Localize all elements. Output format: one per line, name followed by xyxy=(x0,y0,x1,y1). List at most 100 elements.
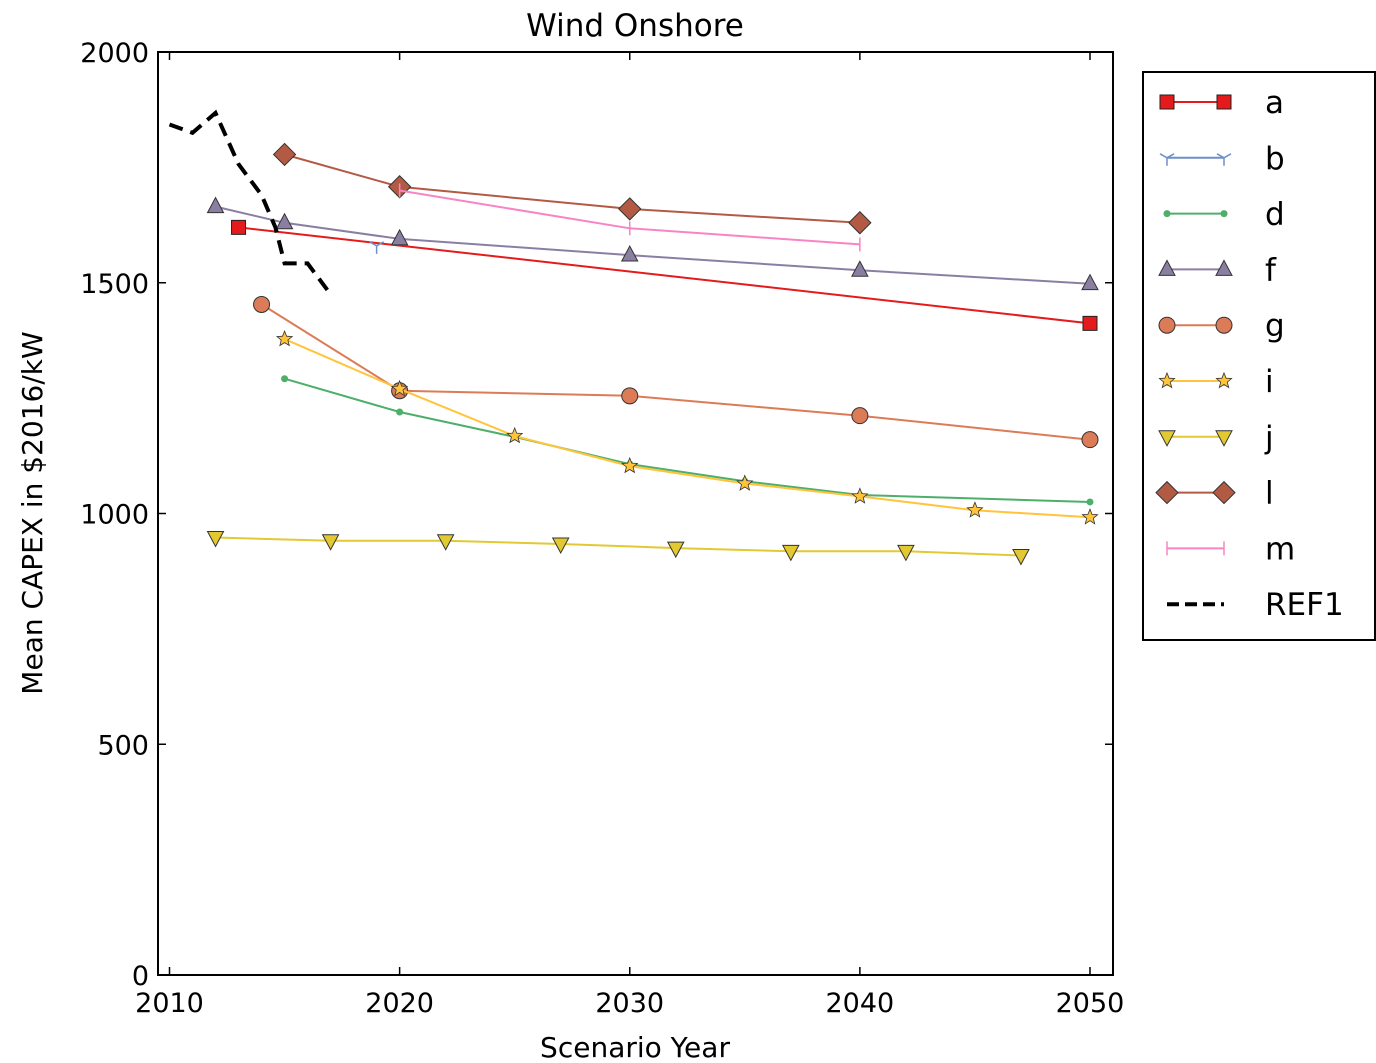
series-line xyxy=(284,377,1091,503)
y-axis-label: Mean CAPEX in $2016/kW xyxy=(16,331,49,694)
data-point xyxy=(206,196,225,214)
legend-item-a: a xyxy=(1159,85,1284,121)
data-point xyxy=(781,544,800,562)
data-point xyxy=(1086,498,1094,506)
data-point xyxy=(618,197,642,221)
series-line xyxy=(168,109,333,296)
series-line xyxy=(284,338,1091,519)
data-point xyxy=(666,541,685,559)
legend-label: a xyxy=(1265,85,1284,121)
legend-label: g xyxy=(1265,308,1285,344)
data-point xyxy=(369,241,384,254)
data-point xyxy=(621,456,639,474)
data-point xyxy=(1081,273,1099,291)
legend-frame xyxy=(1142,71,1376,641)
series-j xyxy=(206,530,1030,566)
axis-ticks: 2010 2020 2030 2040 2050 0 500 1000 1500 2000 xyxy=(80,38,1124,1019)
series-f xyxy=(206,196,1099,291)
data-point xyxy=(1158,371,1176,389)
data-point xyxy=(1159,94,1175,110)
data-point xyxy=(897,544,915,562)
data-point xyxy=(851,487,869,504)
data-point xyxy=(1082,315,1098,331)
data-point xyxy=(272,142,297,167)
data-point xyxy=(1158,259,1176,276)
x-tick-label: 2020 xyxy=(365,988,434,1019)
series-l xyxy=(272,142,872,235)
legend-item-f: f xyxy=(1158,252,1277,288)
x-tick-label: 2040 xyxy=(826,988,895,1019)
y-tick-label: 2000 xyxy=(80,38,149,69)
y-tick-label: 0 xyxy=(132,961,149,992)
data-point xyxy=(1081,508,1099,525)
data-point xyxy=(390,228,409,246)
series-line xyxy=(284,153,860,224)
x-tick-label: 2050 xyxy=(1056,988,1125,1019)
series-g xyxy=(253,295,1099,449)
y-tick-label: 1000 xyxy=(80,500,149,531)
legend-label: b xyxy=(1265,141,1285,177)
data-point xyxy=(321,534,340,551)
data-point xyxy=(1215,371,1233,389)
plot-frame xyxy=(157,51,1114,976)
legend-label: j xyxy=(1264,420,1274,456)
data-point xyxy=(390,379,409,397)
legend-label: f xyxy=(1265,252,1277,288)
data-point xyxy=(1215,430,1233,447)
series-a xyxy=(231,219,1098,331)
series-line xyxy=(261,303,1091,441)
data-point xyxy=(253,295,271,313)
series-REF1 xyxy=(168,109,333,296)
data-point xyxy=(281,375,289,383)
data-point xyxy=(1081,431,1099,449)
legend-item-b: b xyxy=(1159,141,1285,177)
data-point xyxy=(1012,548,1030,566)
data-point xyxy=(206,530,225,548)
data-point xyxy=(1155,480,1179,505)
data-point xyxy=(1220,210,1228,218)
legend-label: m xyxy=(1265,531,1295,567)
legend-item-l: l xyxy=(1155,476,1274,512)
legend-label: l xyxy=(1265,476,1274,512)
data-point xyxy=(620,244,639,262)
legend-label: d xyxy=(1265,197,1285,233)
data-point xyxy=(1216,94,1232,110)
data-point xyxy=(1158,316,1176,334)
data-point xyxy=(436,534,455,551)
plot-series xyxy=(168,109,1099,566)
data-point xyxy=(1215,316,1233,334)
legend-label: i xyxy=(1265,364,1274,400)
legend-item-j: j xyxy=(1158,420,1274,456)
data-point xyxy=(1212,480,1236,505)
data-point xyxy=(551,537,570,555)
data-point xyxy=(851,407,869,425)
x-tick-label: 2030 xyxy=(595,988,664,1019)
data-point xyxy=(231,219,247,235)
legend-item-i: i xyxy=(1158,364,1274,400)
legend-item-m: m xyxy=(1166,531,1295,567)
data-point xyxy=(1159,153,1175,166)
series-i xyxy=(275,330,1099,525)
data-point xyxy=(275,330,294,347)
data-point xyxy=(1216,153,1232,166)
series-m xyxy=(398,183,861,252)
y-tick-label: 500 xyxy=(97,730,149,761)
data-point xyxy=(736,474,754,491)
legend-item-d: d xyxy=(1163,197,1285,233)
series-b xyxy=(369,241,384,254)
data-point xyxy=(1158,430,1176,447)
data-point xyxy=(1163,210,1171,218)
legend-item-REF1: REF1 xyxy=(1167,587,1344,623)
series-line xyxy=(215,205,1091,285)
chart-title: Wind Onshore xyxy=(526,8,744,44)
data-point xyxy=(1215,259,1233,276)
data-point xyxy=(851,260,869,277)
legend-label: REF1 xyxy=(1265,587,1344,623)
legend-item-g: g xyxy=(1158,308,1285,344)
x-axis-label: Scenario Year xyxy=(540,1031,730,1063)
series-line xyxy=(215,536,1022,557)
data-point xyxy=(275,212,294,230)
data-point xyxy=(966,501,984,518)
